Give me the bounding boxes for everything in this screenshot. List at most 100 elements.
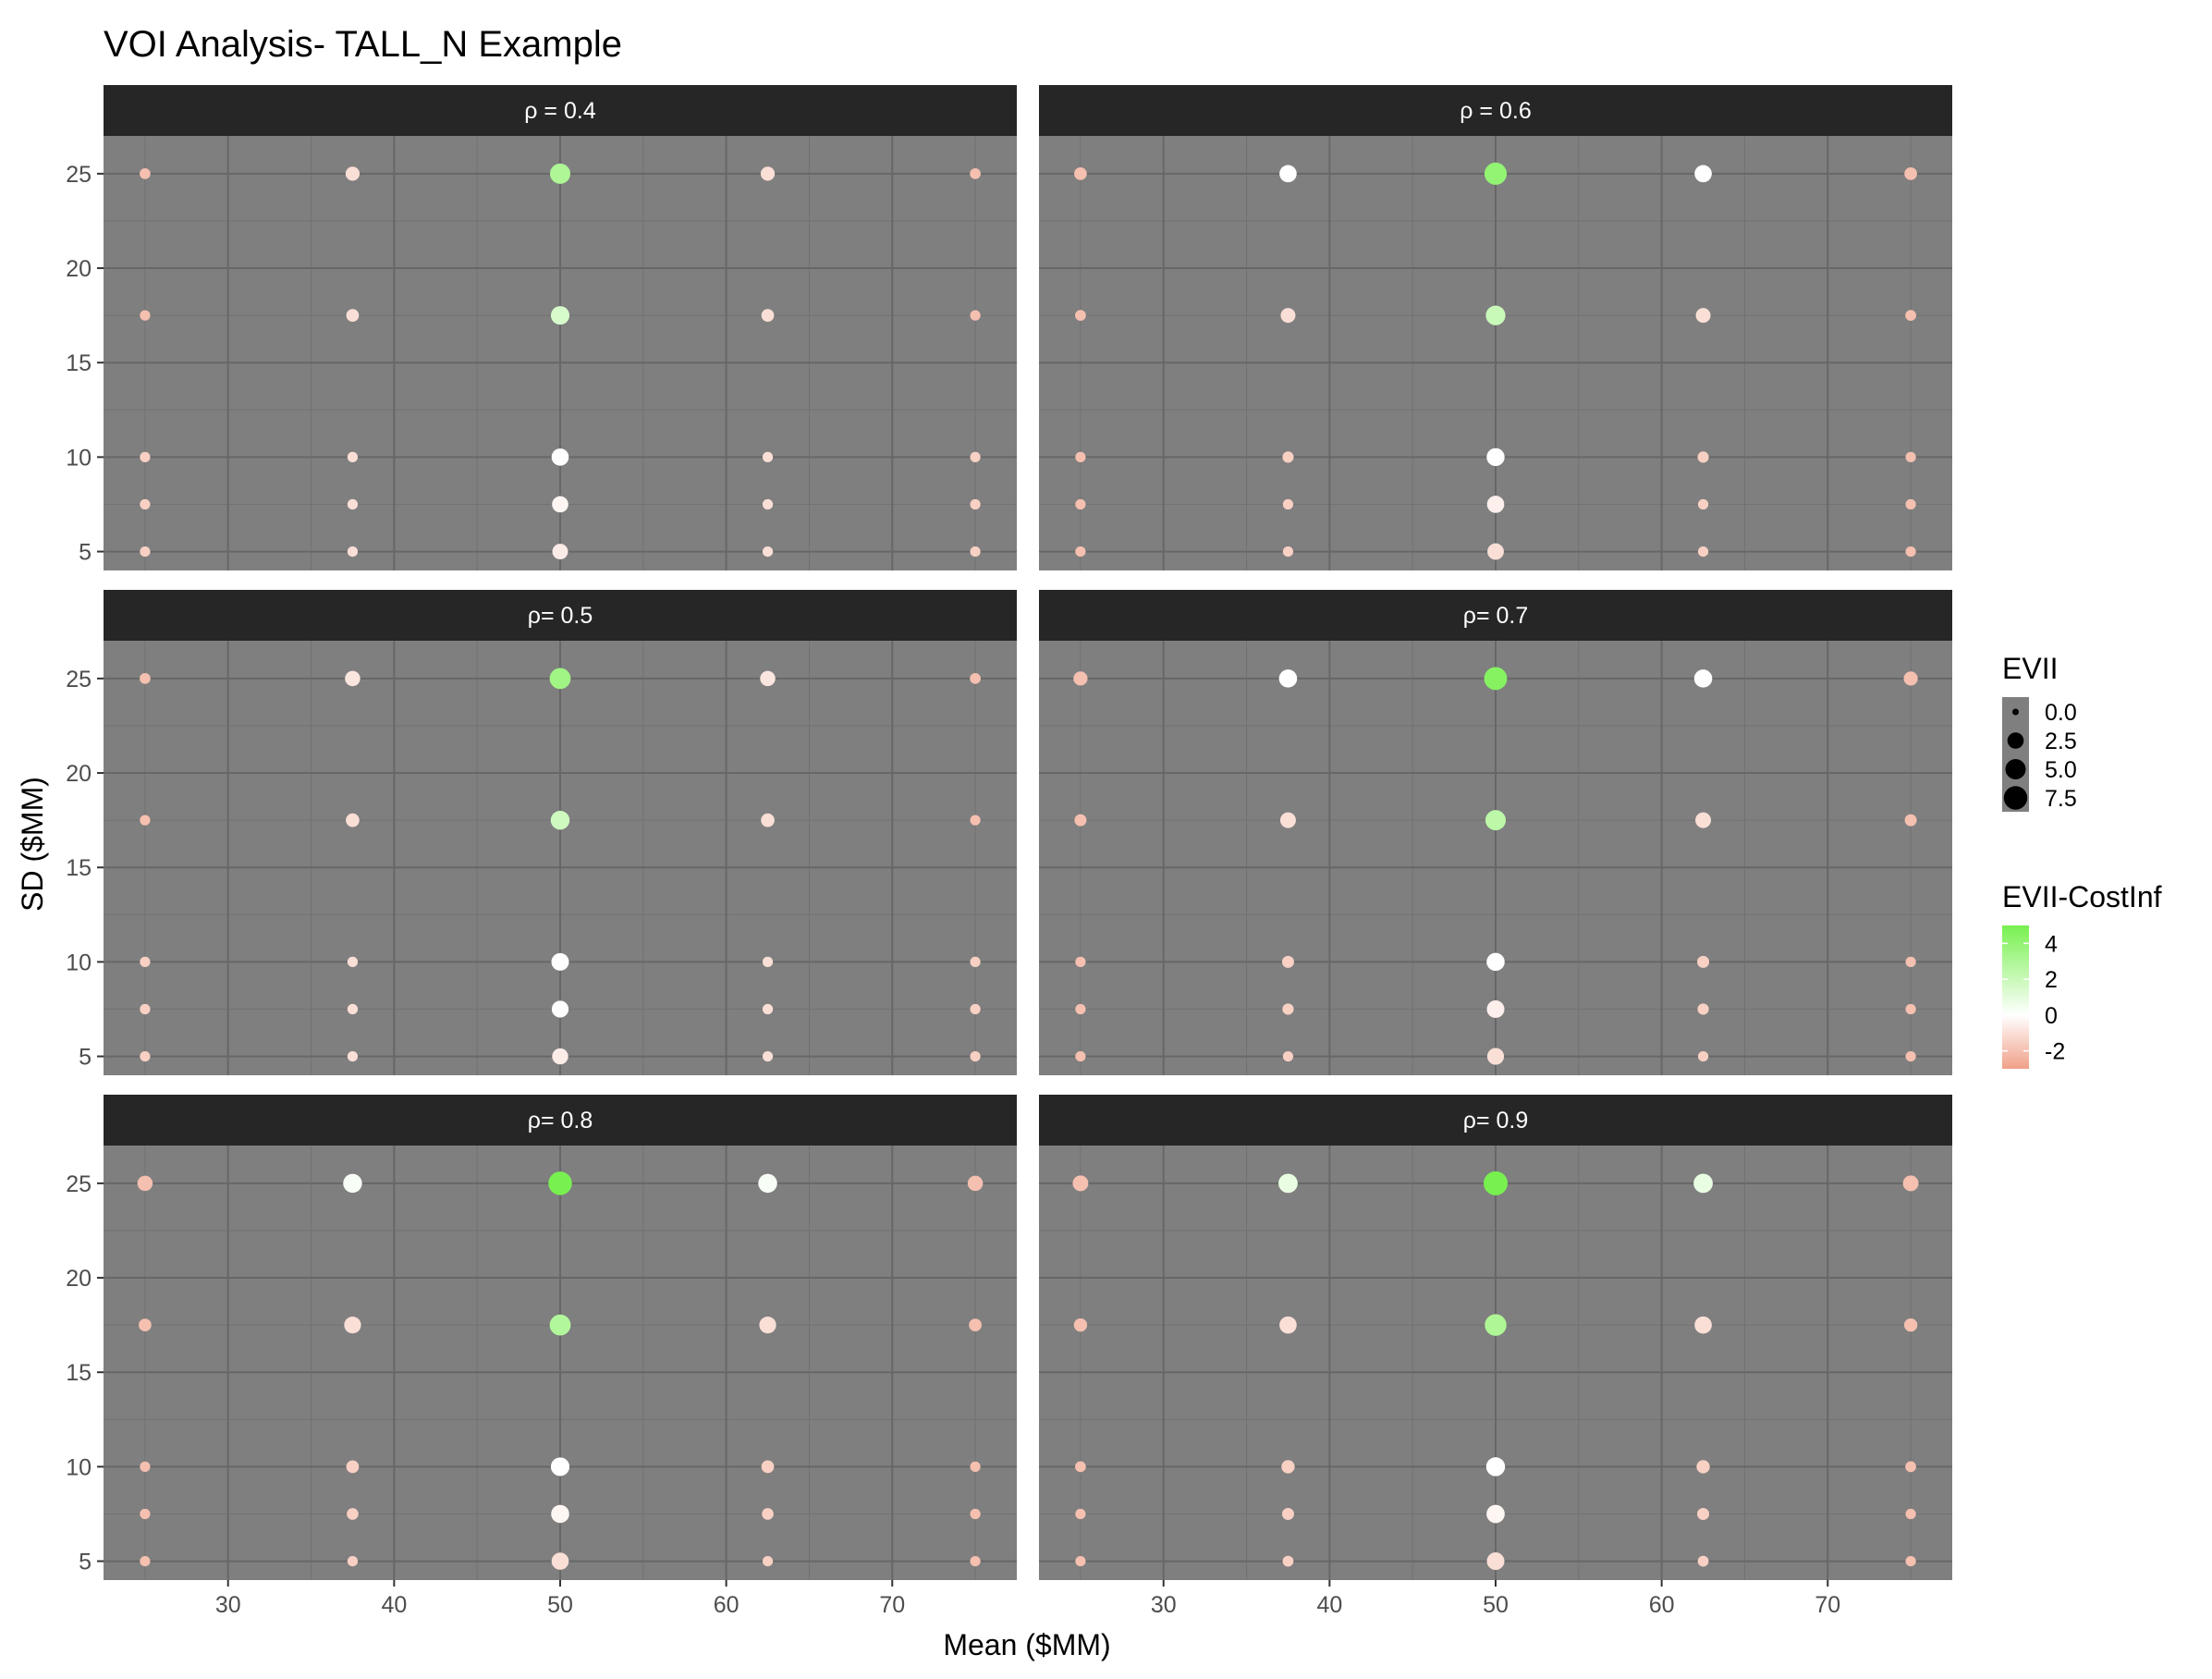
y-tick-label: 10 xyxy=(66,1454,92,1480)
data-point xyxy=(343,1173,362,1194)
data-point xyxy=(551,448,569,466)
data-point xyxy=(762,1555,774,1567)
data-point xyxy=(1486,1048,1505,1065)
data-point xyxy=(760,670,776,687)
data-point xyxy=(1903,1317,1918,1332)
data-point xyxy=(762,956,774,968)
legend-size-title: EVII xyxy=(2002,652,2058,685)
data-point xyxy=(1073,1317,1088,1332)
y-tick-label: 25 xyxy=(66,1171,92,1197)
y-tick-label: 20 xyxy=(66,1266,92,1292)
data-point xyxy=(140,1461,151,1473)
data-point xyxy=(1075,956,1086,968)
data-point xyxy=(551,1552,569,1570)
data-point xyxy=(1486,999,1505,1018)
data-point xyxy=(1695,812,1712,828)
x-tick-label: 30 xyxy=(215,1592,241,1618)
data-point xyxy=(347,498,359,510)
data-point xyxy=(346,309,360,322)
data-point xyxy=(1282,545,1294,558)
data-point xyxy=(140,1003,151,1015)
data-point xyxy=(1282,451,1294,463)
data-point xyxy=(1904,167,1917,180)
data-point xyxy=(1905,545,1916,558)
facet-strip-label: ρ= 0.8 xyxy=(528,1108,593,1134)
facet-strip xyxy=(104,85,1017,136)
data-point xyxy=(761,1460,775,1474)
data-point xyxy=(1694,1316,1712,1334)
data-point xyxy=(1278,669,1298,688)
data-point xyxy=(549,668,571,690)
data-point xyxy=(140,672,151,684)
data-point xyxy=(1486,1504,1505,1524)
y-tick-label: 5 xyxy=(79,1045,92,1071)
data-point xyxy=(1280,308,1296,324)
y-tick-label: 10 xyxy=(66,445,92,471)
facet-panel: ρ= 0.8 xyxy=(104,1095,1017,1580)
data-point xyxy=(1075,1555,1086,1567)
data-point xyxy=(347,1003,359,1015)
data-point xyxy=(345,670,361,687)
legend-color-label: 0 xyxy=(2045,1003,2058,1029)
y-tick-label: 15 xyxy=(66,1360,92,1386)
legend-size-label: 5.0 xyxy=(2045,757,2077,783)
data-point xyxy=(762,1003,774,1015)
facet-panel: ρ = 0.4 xyxy=(104,85,1017,570)
legend-color-items: 4 2 0 -2 xyxy=(2002,931,2065,1065)
data-point xyxy=(1075,498,1086,510)
data-point xyxy=(552,544,568,560)
data-point xyxy=(139,1318,152,1331)
facet-strip xyxy=(1039,590,1952,641)
x-tick-label: 70 xyxy=(879,1592,905,1618)
data-point xyxy=(970,956,981,968)
data-point xyxy=(347,1050,359,1062)
data-point xyxy=(1905,1461,1916,1473)
data-point xyxy=(1282,1003,1294,1015)
chart-title: VOI Analysis- TALL_N Example xyxy=(104,24,622,65)
data-point xyxy=(970,167,981,179)
data-points xyxy=(1072,1170,1919,1571)
facet-strip-label: ρ= 0.7 xyxy=(1463,603,1529,629)
gridlines xyxy=(1039,136,1952,570)
legend-size-key xyxy=(2003,786,2028,810)
data-point xyxy=(345,166,361,181)
data-point xyxy=(1697,955,1710,968)
facet-strip xyxy=(1039,85,1952,136)
data-point xyxy=(761,309,775,322)
data-point xyxy=(1279,812,1296,828)
data-point xyxy=(1282,1050,1294,1062)
data-point xyxy=(1697,1050,1709,1062)
data-point xyxy=(551,1504,569,1524)
legend-size: EVII 0.0 2.5 5.0 7.5 xyxy=(2002,652,2077,812)
data-point xyxy=(550,810,570,830)
data-point xyxy=(1485,305,1506,325)
data-point xyxy=(762,451,774,463)
data-point xyxy=(760,166,776,181)
data-point xyxy=(1485,1314,1507,1336)
x-tick-label: 60 xyxy=(714,1592,739,1618)
x-tick-label: 40 xyxy=(1316,1592,1342,1618)
data-point xyxy=(549,1314,571,1336)
x-axis-title: Mean ($MM) xyxy=(943,1628,1110,1661)
data-point xyxy=(1484,162,1508,185)
data-point xyxy=(346,1460,360,1474)
data-point xyxy=(1486,496,1505,513)
data-point xyxy=(1697,1507,1710,1520)
data-point xyxy=(1484,1170,1508,1195)
legend-size-label: 7.5 xyxy=(2045,786,2077,812)
data-point xyxy=(1693,1173,1713,1194)
data-point xyxy=(140,451,151,463)
data-point xyxy=(970,1050,981,1062)
data-point xyxy=(1075,1050,1086,1062)
data-point xyxy=(1075,545,1086,558)
legend-size-key xyxy=(2007,732,2024,749)
data-point xyxy=(1073,671,1088,686)
y-tick-label: 15 xyxy=(66,350,92,376)
data-point xyxy=(1279,165,1297,183)
y-axis: 5 10 15 20 25 5 10 15 20 25 5 10 15 20 25 xyxy=(66,162,104,1575)
data-point xyxy=(1905,498,1916,510)
x-axis: 30 40 50 60 70 30 40 50 60 70 xyxy=(215,1580,1840,1618)
data-point xyxy=(137,1175,153,1192)
data-point xyxy=(1282,1555,1294,1567)
